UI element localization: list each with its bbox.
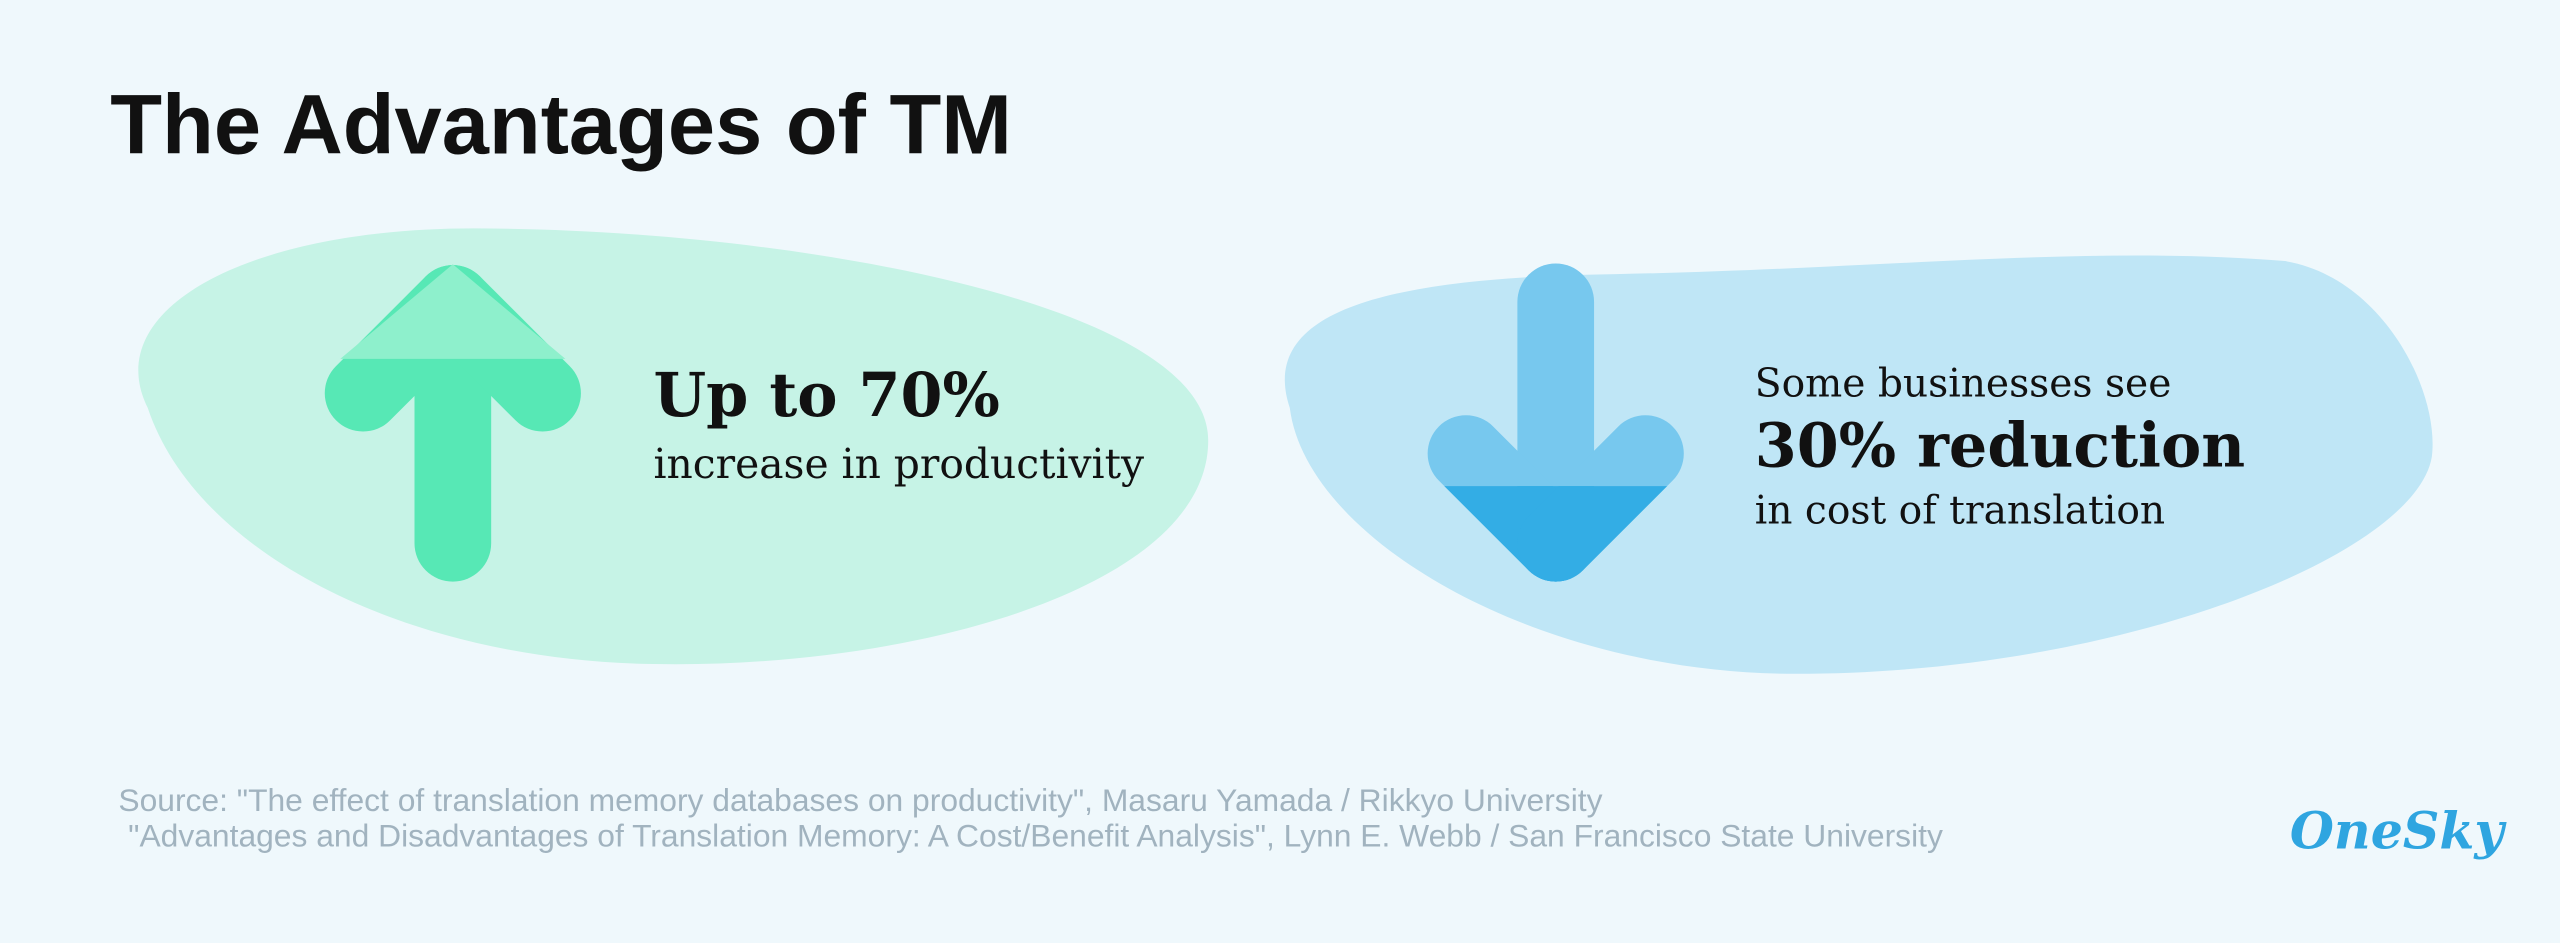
card-intro: Some businesses see: [1755, 361, 2172, 406]
source-line: Source: "The effect of translation memor…: [118, 782, 1602, 818]
card-headline: 30% reduction: [1755, 411, 2245, 482]
arrow-shade: [1444, 486, 1668, 582]
title: The Advantages of TM: [110, 76, 1012, 171]
source-line: "Advantages and Disadvantages of Transla…: [128, 818, 1943, 854]
logo: OneSky: [2290, 801, 2508, 860]
arrow-highlight: [340, 264, 566, 359]
card-text: in cost of translation: [1755, 489, 2165, 534]
card-headline: Up to 70%: [654, 360, 1000, 431]
card-text: increase in productivity: [654, 440, 1145, 488]
